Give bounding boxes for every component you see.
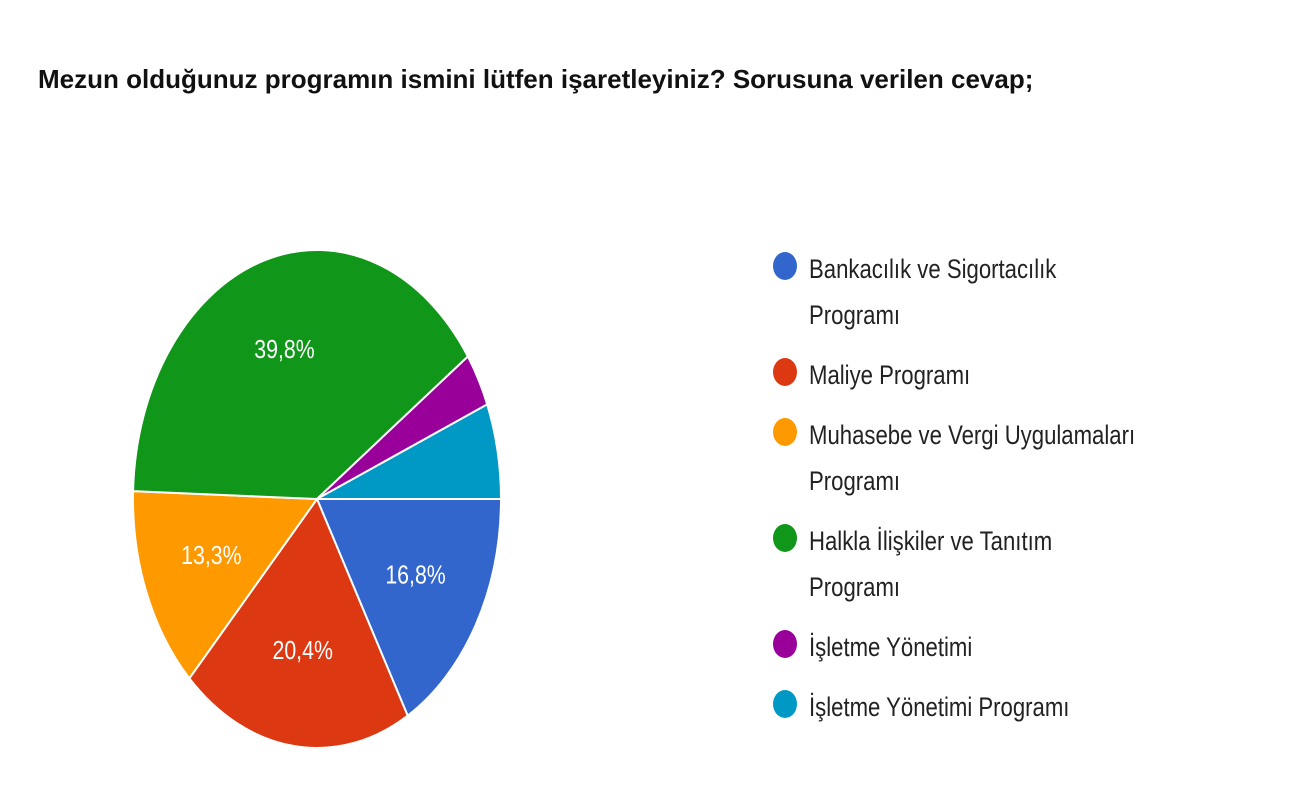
pie-slice[interactable] [132,249,470,501]
legend-item[interactable]: Muhasebe ve Vergi Uygulamaları Programı [773,412,1209,504]
chart-title: Mezun olduğunuz programın ismini lütfen … [38,64,1034,94]
legend-item[interactable]: Bankacılık ve Sigortacılık Programı [773,246,1209,338]
slice-data-label: 20,4% [272,636,332,666]
pie-slice[interactable] [188,496,409,749]
legend-color-dot [773,358,797,386]
legend-color-dot [773,418,797,446]
legend-label: İşletme Yönetimi [809,632,973,662]
slice-data-label: 13,3% [181,541,241,571]
legend-label: Maliye Programı [809,360,971,390]
slice-data-label: 16,8% [385,561,445,591]
legend-label: Halkla İlişkiler ve Tanıtım Programı [809,526,1053,602]
legend-item[interactable]: Maliye Programı [773,352,1209,398]
legend-item[interactable]: İşletme Yönetimi [773,624,1209,670]
legend-color-dot [773,630,797,658]
legend-label: Bankacılık ve Sigortacılık Programı [809,254,1057,330]
legend-label: Muhasebe ve Vergi Uygulamaları Programı [809,420,1136,496]
legend-label: İşletme Yönetimi Programı [809,692,1070,722]
legend-color-dot [773,524,797,552]
pie-slice[interactable] [315,498,503,718]
legend-color-dot [773,690,797,718]
pie-slice[interactable] [313,402,503,500]
chart-legend: Bankacılık ve Sigortacılık Programı Maliy… [773,246,1209,744]
legend-item[interactable]: İşletme Yönetimi Programı [773,684,1209,730]
slice-data-label: 39,8% [254,335,314,365]
legend-color-dot [773,252,797,280]
pie-slice[interactable] [132,490,319,681]
legend-item[interactable]: Halkla İlişkiler ve Tanıtım Programı [773,518,1209,610]
